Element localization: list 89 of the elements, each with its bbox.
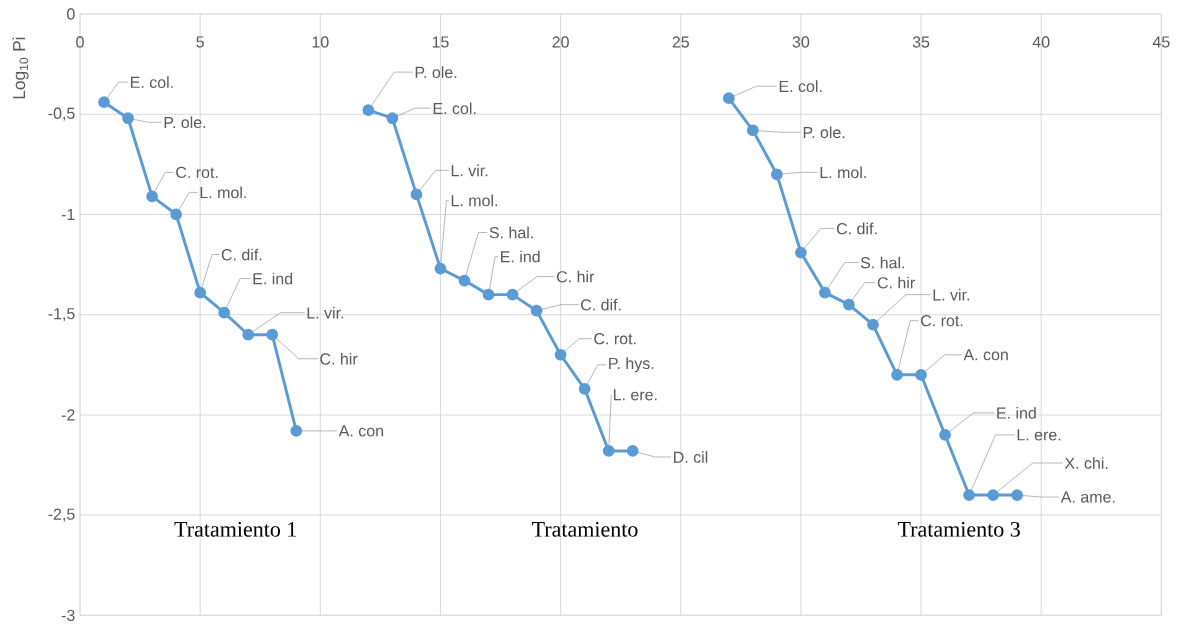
y-tick-label: -1,5 bbox=[48, 307, 75, 322]
point bbox=[795, 246, 807, 259]
point bbox=[891, 368, 903, 381]
annotation: L. mol. bbox=[451, 194, 497, 207]
annotation: E. col. bbox=[433, 102, 476, 114]
point bbox=[482, 288, 495, 301]
x-tick-label: 30 bbox=[792, 36, 810, 48]
annotation: C. rot. bbox=[176, 166, 218, 178]
annotation: A. con bbox=[338, 425, 384, 437]
point bbox=[146, 190, 158, 203]
point bbox=[819, 286, 831, 299]
annotation: L. ere. bbox=[613, 389, 657, 401]
point bbox=[242, 328, 255, 341]
y-axis-title: Log$_{10}$ Pi bbox=[12, 37, 29, 99]
point bbox=[867, 318, 879, 331]
annotation: C. hir bbox=[877, 276, 915, 289]
point bbox=[122, 112, 134, 124]
x-tick-label: 0 bbox=[76, 36, 84, 48]
point bbox=[554, 348, 567, 361]
annotation: L. vir. bbox=[933, 288, 970, 301]
y-tick-label: 0 bbox=[67, 8, 75, 20]
annotation: C. hir bbox=[557, 270, 595, 283]
y-tick-label: -3 bbox=[61, 609, 75, 621]
y-tick-label: -2,5 bbox=[48, 508, 75, 522]
x-tick-label: 45 bbox=[1152, 36, 1170, 48]
annotation: E. ind bbox=[501, 250, 540, 263]
annotation: C. dif. bbox=[581, 298, 621, 311]
annotation: C. rot. bbox=[921, 314, 963, 327]
point bbox=[410, 188, 423, 201]
annotation: E. ind bbox=[997, 406, 1036, 419]
y-tick-label: -1 bbox=[61, 208, 75, 220]
point bbox=[98, 96, 110, 108]
point bbox=[458, 274, 471, 287]
annotation: D. cil bbox=[674, 450, 708, 463]
y-tick-label: -2 bbox=[61, 409, 75, 421]
annotation: C. dif. bbox=[836, 222, 877, 235]
point bbox=[506, 288, 519, 301]
x-tick-label: 10 bbox=[312, 36, 329, 48]
annotation: S. hal. bbox=[860, 256, 905, 269]
x-tick-label: 5 bbox=[196, 36, 204, 48]
point bbox=[218, 306, 231, 319]
point bbox=[987, 489, 999, 501]
annotation: C. hir bbox=[320, 352, 358, 365]
x-tick-label: 20 bbox=[552, 36, 569, 48]
point bbox=[170, 208, 182, 221]
point bbox=[362, 104, 375, 116]
annotation: L. vir. bbox=[451, 164, 488, 176]
point bbox=[963, 489, 975, 501]
annotation: Tratamiento 1 bbox=[174, 521, 297, 537]
x-tick-label: 40 bbox=[1032, 36, 1050, 48]
annotation: Tratamiento 3 bbox=[897, 521, 1020, 537]
point bbox=[386, 112, 399, 124]
point bbox=[626, 444, 639, 457]
point bbox=[266, 328, 279, 341]
x-tick-label: 35 bbox=[912, 36, 930, 48]
point bbox=[722, 92, 735, 104]
point bbox=[915, 368, 927, 381]
annotation: C. dif. bbox=[221, 248, 262, 261]
point bbox=[578, 382, 591, 395]
annotation: P. ole. bbox=[164, 116, 206, 128]
annotation: A. ame. bbox=[1060, 491, 1115, 503]
annotation: P. ole. bbox=[803, 126, 845, 138]
annotation: L. vir. bbox=[307, 306, 344, 319]
point bbox=[530, 304, 543, 317]
point bbox=[290, 424, 303, 437]
point bbox=[602, 444, 615, 457]
x-tick-label: 25 bbox=[672, 36, 689, 48]
annotation: E. ind bbox=[253, 272, 293, 285]
x-tick-label: 15 bbox=[432, 36, 449, 48]
annotation: L. ere. bbox=[1017, 429, 1061, 441]
annotation: L. mol. bbox=[820, 166, 866, 179]
annotation: S. hal. bbox=[489, 226, 533, 239]
annotation: P. ole. bbox=[415, 66, 457, 78]
annotation: A. con bbox=[963, 349, 1008, 361]
point bbox=[1011, 489, 1024, 501]
annotation: C. rot. bbox=[594, 332, 636, 345]
point bbox=[194, 286, 207, 299]
annotation: X. chi. bbox=[1064, 456, 1108, 469]
annotation: Tratamiento bbox=[532, 521, 638, 537]
point bbox=[939, 428, 951, 441]
point bbox=[434, 262, 447, 275]
annotation: E. col. bbox=[130, 76, 173, 88]
point bbox=[843, 298, 855, 311]
y-tick-label: -0,5 bbox=[48, 107, 75, 121]
point bbox=[746, 124, 759, 136]
point bbox=[770, 168, 783, 181]
annotation: E. col. bbox=[779, 80, 822, 92]
annotation: L. mol. bbox=[200, 186, 246, 199]
annotation: P. hys. bbox=[609, 357, 654, 373]
